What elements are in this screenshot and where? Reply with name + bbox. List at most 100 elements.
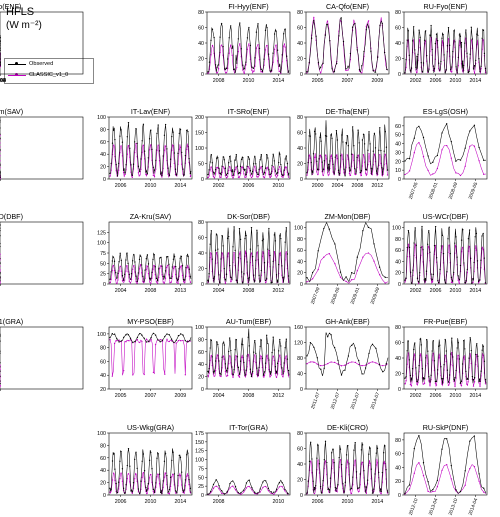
- data-point: [347, 362, 350, 364]
- data-point: [231, 170, 233, 173]
- data-point: [431, 350, 433, 352]
- data-point: [311, 458, 313, 460]
- data-point: [246, 48, 249, 51]
- data-point: [213, 375, 216, 377]
- data-point: [210, 39, 212, 42]
- data-point: [244, 374, 246, 376]
- data-point: [272, 165, 274, 168]
- data-point: [451, 351, 453, 354]
- data-point: [136, 467, 138, 470]
- data-point: [374, 71, 377, 73]
- data-point: [441, 245, 444, 247]
- data-point: [451, 281, 454, 284]
- data-point: [405, 380, 407, 382]
- data-point: [280, 72, 282, 74]
- data-point: [272, 336, 274, 338]
- data-point: [220, 375, 222, 378]
- data-point: [446, 464, 448, 466]
- data-point: [460, 41, 463, 44]
- data-point: [168, 263, 170, 265]
- data-point: [327, 336, 329, 338]
- data-point: [126, 136, 128, 138]
- data-point: [446, 438, 448, 440]
- data-point: [334, 243, 336, 245]
- x-tick-label: 2012: [0, 78, 6, 84]
- data-point: [228, 350, 230, 353]
- y-tick-label: 200: [195, 115, 204, 121]
- data-point: [243, 361, 245, 364]
- data-point: [234, 349, 236, 351]
- data-point: [475, 364, 477, 366]
- data-point: [180, 340, 182, 342]
- data-point: [239, 238, 242, 241]
- data-point: [131, 491, 133, 493]
- series-markers-observed: [109, 121, 192, 177]
- data-point: [261, 357, 264, 359]
- data-point: [234, 249, 236, 252]
- data-point: [345, 142, 347, 144]
- data-point: [278, 482, 281, 484]
- data-point: [475, 59, 477, 62]
- data-point: [410, 271, 412, 273]
- data-point: [358, 160, 360, 162]
- data-point: [267, 487, 270, 490]
- data-point: [140, 480, 142, 482]
- y-tick-label: 0: [300, 72, 303, 78]
- data-point: [210, 490, 212, 493]
- data-point: [245, 369, 247, 371]
- data-point: [481, 349, 483, 351]
- data-point: [158, 268, 160, 270]
- data-point: [141, 476, 143, 478]
- data-point: [453, 271, 455, 274]
- data-point: [174, 490, 177, 492]
- data-point: [439, 344, 441, 346]
- data-point: [165, 256, 168, 258]
- data-point: [251, 371, 254, 373]
- panel-title: ES-LgS(OSH): [423, 107, 468, 116]
- data-point: [0, 276, 1, 279]
- data-point: [481, 235, 483, 237]
- data-point: [346, 134, 348, 137]
- data-point: [223, 168, 225, 170]
- data-point: [473, 124, 476, 126]
- data-point: [137, 488, 140, 490]
- data-point: [368, 131, 370, 133]
- data-point: [283, 45, 285, 47]
- data-point: [254, 492, 256, 495]
- data-point: [132, 374, 134, 376]
- data-point: [281, 485, 283, 488]
- data-point: [384, 282, 386, 284]
- data-point: [136, 480, 138, 483]
- data-point: [443, 364, 445, 366]
- data-point: [250, 252, 253, 254]
- data-point: [430, 273, 432, 275]
- data-point: [267, 248, 269, 250]
- data-point: [407, 243, 410, 245]
- data-point: [420, 62, 422, 64]
- data-point: [442, 378, 444, 380]
- data-point: [231, 366, 233, 368]
- data-point: [454, 242, 456, 244]
- data-point: [434, 382, 437, 384]
- data-point: [0, 227, 1, 229]
- data-point: [342, 141, 344, 143]
- data-point: [115, 163, 117, 166]
- data-point: [281, 481, 283, 484]
- data-point: [358, 359, 360, 362]
- data-point: [318, 158, 320, 160]
- data-point: [229, 355, 231, 357]
- data-point: [373, 153, 376, 155]
- data-point: [251, 66, 253, 68]
- data-point: [317, 268, 319, 271]
- data-point: [188, 478, 190, 481]
- y-tick-label: 40: [395, 356, 401, 362]
- data-point: [313, 486, 316, 489]
- data-point: [248, 158, 250, 160]
- data-point: [0, 142, 1, 144]
- data-point: [364, 367, 367, 369]
- data-point: [249, 174, 252, 176]
- data-point: [167, 167, 169, 169]
- data-point: [149, 281, 151, 283]
- data-point: [269, 70, 271, 72]
- data-point: [471, 282, 473, 284]
